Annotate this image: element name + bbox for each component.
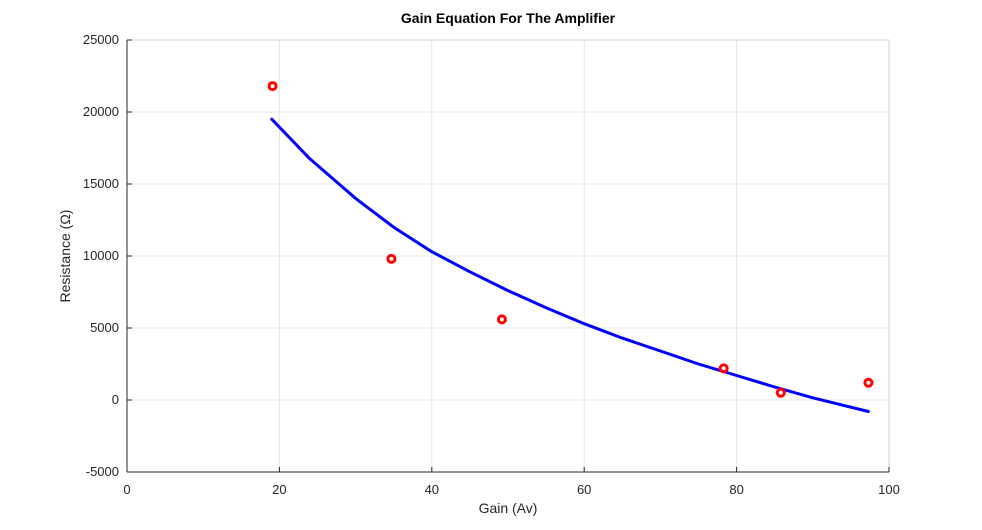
data-point [775, 387, 786, 398]
x-tick-label: 60 [577, 482, 591, 497]
data-point [267, 81, 278, 92]
y-tick-label: 20000 [83, 104, 119, 119]
x-tick-label: 100 [878, 482, 900, 497]
y-tick-label: -5000 [86, 464, 119, 479]
x-tick-label: 20 [272, 482, 286, 497]
data-point [863, 377, 874, 388]
y-tick-label: 15000 [83, 176, 119, 191]
x-tick-label: 80 [729, 482, 743, 497]
y-tick-label: 5000 [90, 320, 119, 335]
fit-curve-line [270, 117, 870, 413]
x-tick-label: 40 [425, 482, 439, 497]
ticks: 0 20 40 60 80 100 -5000 0 5000 10000 15000 20000 250… [83, 32, 900, 497]
data-point [496, 314, 507, 325]
y-tick-label: 10000 [83, 248, 119, 263]
x-axis-label: Gain (Av) [479, 500, 538, 516]
data-point [386, 253, 397, 264]
data-point [718, 363, 729, 374]
y-tick-label: 25000 [83, 32, 119, 47]
x-tick-label: 0 [123, 482, 130, 497]
y-axis-label: Resistance (Ω) [57, 210, 73, 303]
chart-title: Gain Equation For The Amplifier [401, 10, 616, 26]
y-tick-label: 0 [112, 392, 119, 407]
series [267, 81, 874, 413]
